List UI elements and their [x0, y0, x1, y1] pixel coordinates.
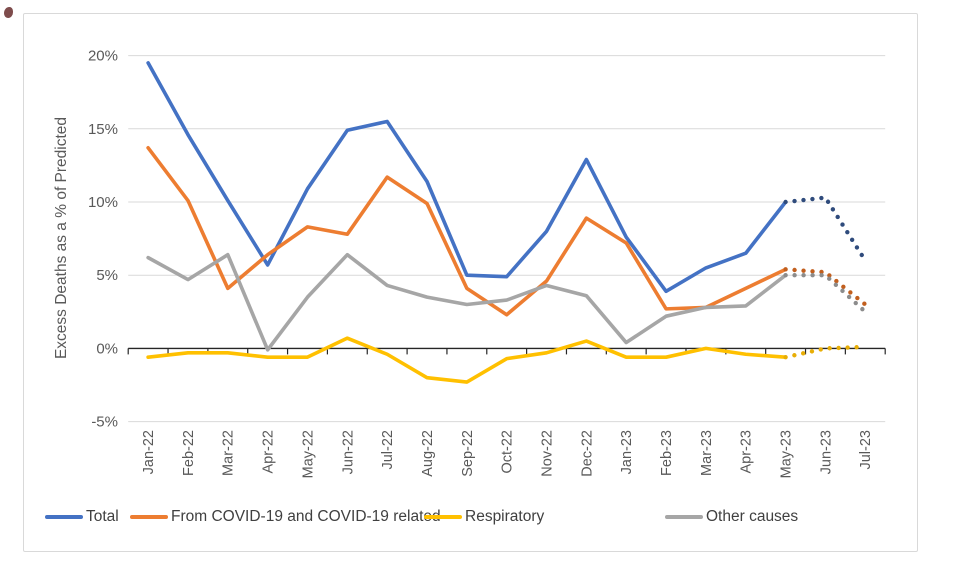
legend-swatch-total — [45, 514, 83, 520]
x-tick-label: Mar-22 — [221, 430, 237, 476]
legend-label-respiratory: Respiratory — [465, 508, 545, 525]
x-tick-label: Jul-23 — [858, 430, 874, 470]
x-tick-label: Feb-23 — [659, 430, 675, 476]
y-tick-labels-group: 20% 15% 10% 5% 0% -5% — [88, 48, 118, 431]
y-tick-label: 5% — [96, 267, 118, 284]
chart-legend: Total From COVID-19 and COVID-19 related… — [0, 504, 960, 530]
x-tick-label: Jul-22 — [380, 430, 396, 470]
legend-swatch-covid — [130, 514, 168, 520]
y-tick-label: 10% — [88, 194, 118, 211]
x-tick-label: May-23 — [779, 430, 795, 478]
gridlines-group — [128, 55, 886, 423]
legend-item-respiratory: Respiratory — [424, 504, 544, 530]
y-tick-label: -5% — [91, 414, 118, 431]
series-forecast-dots-0 — [783, 195, 868, 263]
y-tick-label: 20% — [88, 48, 118, 65]
legend-swatch-other-causes — [665, 514, 703, 520]
x-tick-label: May-22 — [300, 430, 316, 478]
legend-label-covid: From COVID-19 and COVID-19 related — [171, 508, 441, 525]
x-tick-label: Jun-22 — [340, 430, 356, 474]
series-line-2 — [146, 336, 788, 384]
legend-item-covid: From COVID-19 and COVID-19 related — [130, 504, 441, 530]
series-line-3 — [146, 252, 788, 352]
series-forecast-dots-1 — [783, 267, 868, 307]
x-tick-labels-group: Jan-22 Feb-22 Mar-22 Apr-22 May-22 Jun-22 Jul-… — [141, 430, 874, 478]
y-tick-label: 0% — [96, 340, 118, 357]
series-forecast-dots-3 — [783, 273, 868, 314]
x-tick-label: Apr-22 — [261, 430, 277, 474]
series-lines-group — [146, 61, 868, 384]
x-tick-label: Jan-22 — [141, 430, 157, 474]
legend-label-total: Total — [86, 508, 119, 525]
x-tick-label: Nov-22 — [539, 430, 555, 477]
series-line-0 — [146, 61, 788, 294]
corner-artifact-mark — [4, 7, 13, 18]
x-tick-label: Apr-23 — [739, 430, 755, 474]
x-tick-label: Jan-23 — [619, 430, 635, 474]
series-line-1 — [146, 146, 788, 317]
x-tick-label: Sep-22 — [460, 430, 476, 477]
legend-swatch-respiratory — [424, 514, 462, 520]
x-tick-label: Feb-22 — [181, 430, 197, 476]
x-tick-label: Jun-23 — [818, 430, 834, 474]
y-axis-title: Excess Deaths as a % of Predicted — [53, 117, 70, 359]
x-tick-label: Aug-22 — [420, 430, 436, 477]
x-tick-label: Mar-23 — [699, 430, 715, 476]
legend-item-total: Total — [45, 504, 119, 530]
y-tick-label: 15% — [88, 121, 118, 138]
x-tick-label: Oct-22 — [500, 430, 516, 474]
x-tick-label: Dec-22 — [579, 430, 595, 477]
legend-item-other-causes: Other causes — [665, 504, 798, 530]
legend-label-other-causes: Other causes — [706, 508, 799, 525]
